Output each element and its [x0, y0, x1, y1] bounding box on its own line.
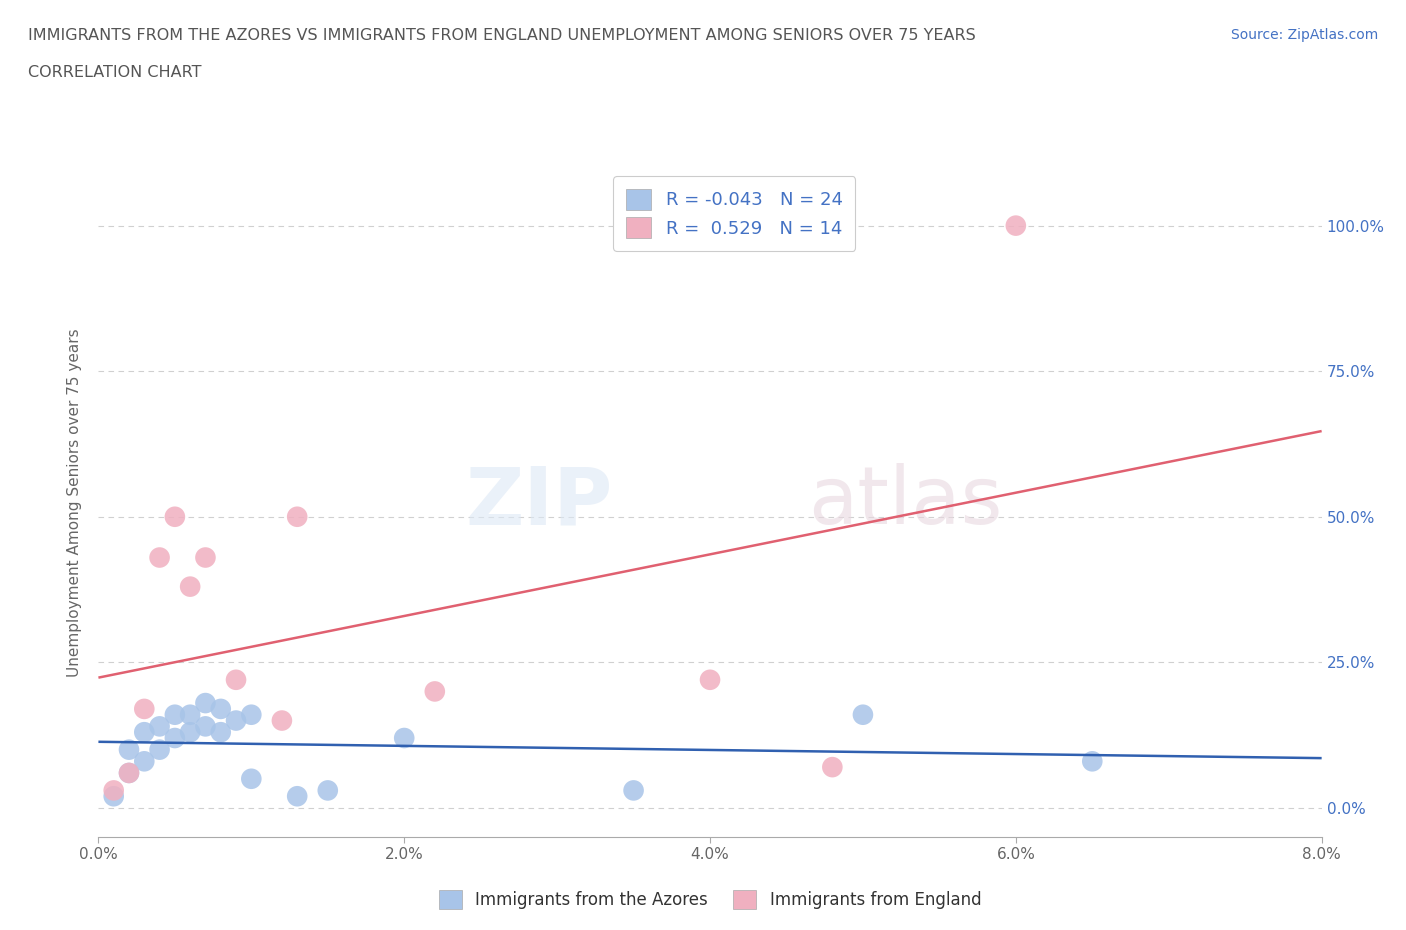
Point	[134, 754, 156, 769]
Point	[209, 701, 232, 716]
Text: ZIP: ZIP	[465, 463, 612, 541]
Y-axis label: Unemployment Among Seniors over 75 years: Unemployment Among Seniors over 75 years	[67, 328, 83, 676]
Point	[623, 783, 645, 798]
Point	[103, 789, 125, 804]
Point	[149, 719, 172, 734]
Point	[1004, 219, 1026, 233]
Legend: Immigrants from the Azores, Immigrants from England: Immigrants from the Azores, Immigrants f…	[432, 884, 988, 916]
Point	[179, 724, 201, 739]
Point	[194, 719, 217, 734]
Point	[423, 684, 446, 698]
Point	[163, 708, 186, 723]
Point	[118, 742, 141, 757]
Point	[699, 672, 721, 687]
Point	[821, 760, 844, 775]
Point	[270, 713, 294, 728]
Point	[240, 708, 263, 723]
Text: CORRELATION CHART: CORRELATION CHART	[28, 65, 201, 80]
Point	[194, 696, 217, 711]
Point	[163, 731, 186, 746]
Point	[225, 672, 247, 687]
Point	[163, 510, 186, 525]
Text: IMMIGRANTS FROM THE AZORES VS IMMIGRANTS FROM ENGLAND UNEMPLOYMENT AMONG SENIORS: IMMIGRANTS FROM THE AZORES VS IMMIGRANTS…	[28, 28, 976, 43]
Point	[285, 510, 308, 525]
Text: atlas: atlas	[808, 463, 1002, 541]
Point	[179, 708, 201, 723]
Point	[285, 789, 308, 804]
Point	[134, 701, 156, 716]
Point	[118, 765, 141, 780]
Point	[392, 731, 416, 746]
Point	[103, 783, 125, 798]
Point	[149, 742, 172, 757]
Point	[209, 724, 232, 739]
Point	[225, 713, 247, 728]
Point	[149, 550, 172, 565]
Point	[1081, 754, 1104, 769]
Point	[316, 783, 339, 798]
Point	[134, 724, 156, 739]
Point	[852, 708, 875, 723]
Point	[240, 771, 263, 786]
Point	[194, 550, 217, 565]
Point	[179, 579, 201, 594]
Point	[118, 765, 141, 780]
Text: Source: ZipAtlas.com: Source: ZipAtlas.com	[1230, 28, 1378, 42]
